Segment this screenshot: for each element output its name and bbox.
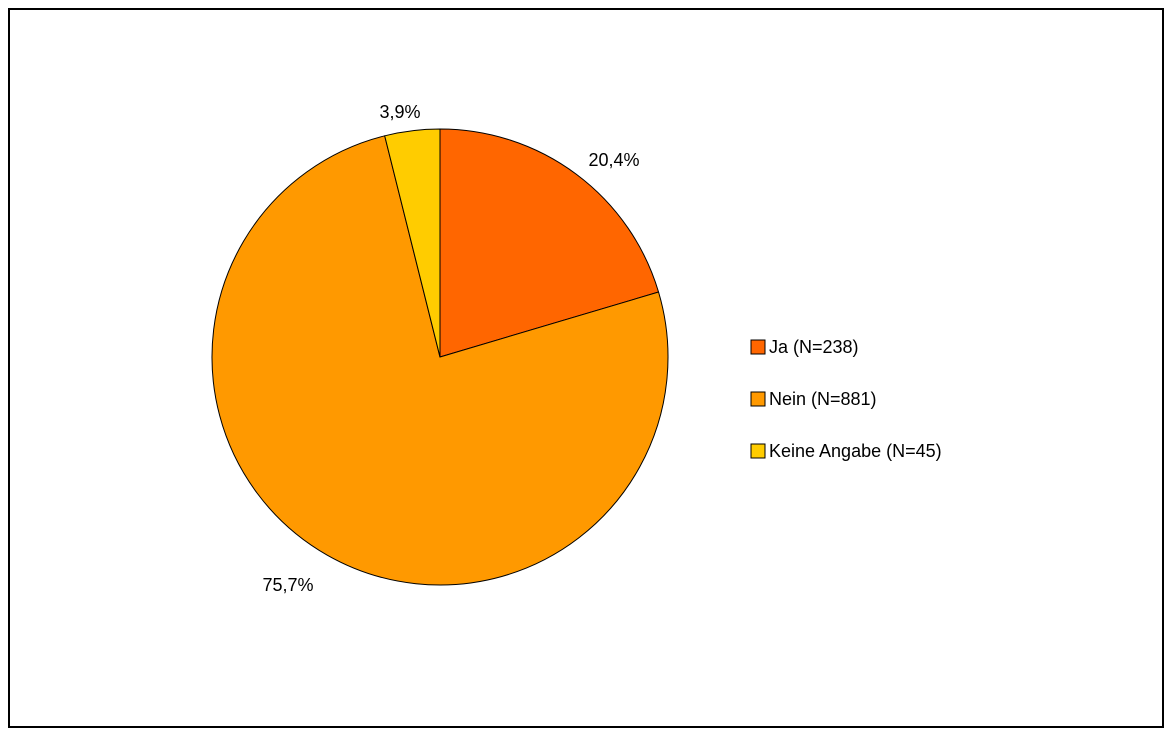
pie-slice-keine-angabe — [384, 128, 441, 358]
pie-slices — [211, 128, 669, 586]
legend-swatch-ja — [750, 339, 766, 355]
legend-item-keine-angabe: Keine Angabe (N=45) — [750, 441, 942, 461]
legend-item-nein: Nein (N=881) — [750, 389, 877, 409]
legend-label-ja: Ja (N=238) — [769, 337, 859, 357]
pie-slice-nein — [211, 135, 669, 586]
chart-frame: 20,4% 75,7% 3,9% Ja (N=238) Nein (N=881) Kei… — [8, 8, 1164, 728]
slice-label-nein: 75,7% — [262, 575, 313, 595]
legend-swatch-keine-angabe — [750, 443, 766, 459]
legend: Ja (N=238) Nein (N=881) Keine Angabe (N=45… — [750, 337, 942, 461]
slice-label-ja: 20,4% — [588, 150, 639, 170]
pie-chart: 20,4% 75,7% 3,9% Ja (N=238) Nein (N=881) Kei… — [211, 102, 942, 595]
pie-slice-labels: 20,4% 75,7% 3,9% — [262, 102, 639, 595]
legend-label-keine-angabe: Keine Angabe (N=45) — [769, 441, 942, 461]
slice-label-keine-angabe: 3,9% — [379, 102, 420, 122]
legend-label-nein: Nein (N=881) — [769, 389, 877, 409]
legend-item-ja: Ja (N=238) — [750, 337, 859, 357]
pie-slice-ja — [439, 128, 660, 358]
legend-swatch-nein — [750, 391, 766, 407]
